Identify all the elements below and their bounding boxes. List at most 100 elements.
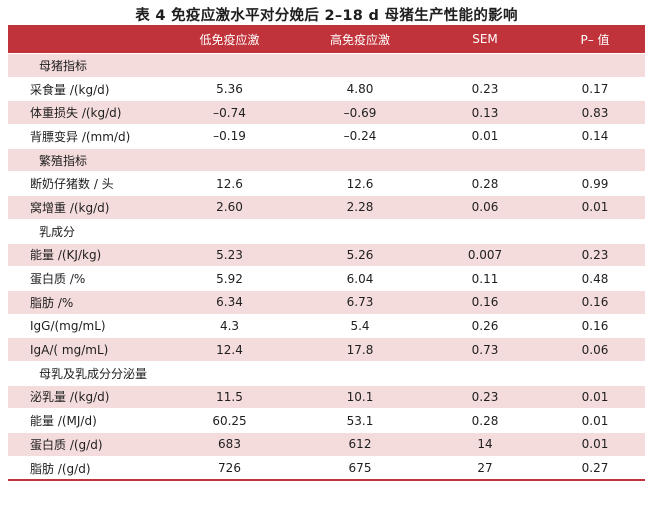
row-label: 窝增重 /(kg/d) — [8, 195, 164, 220]
p-value: 0.01 — [545, 432, 645, 457]
empty-cell — [545, 218, 645, 243]
sem-value: 0.11 — [425, 266, 545, 291]
sem-value: 0.28 — [425, 171, 545, 196]
high-stress-value: 10.1 — [295, 384, 425, 409]
table-row: 采食量 /(kg/d) 5.36 4.80 0.23 0.17 — [8, 76, 645, 101]
table-row: 窝增重 /(kg/d) 2.60 2.28 0.06 0.01 — [8, 195, 645, 220]
low-stress-value: 5.92 — [164, 266, 295, 291]
table-row: 背膘变异 /(mm/d) –0.19 –0.24 0.01 0.14 — [8, 124, 645, 149]
p-value: 0.83 — [545, 100, 645, 125]
header-cell-high-stress: 高免疫应激 — [295, 25, 425, 54]
table-row: 能量 /(MJ/d) 60.25 53.1 0.28 0.01 — [8, 408, 645, 433]
low-stress-value: 60.25 — [164, 408, 295, 433]
category-row: 繁殖指标 — [8, 147, 645, 172]
table-row: 蛋白质 /(g/d) 683 612 14 0.01 — [8, 432, 645, 457]
table-row: 脂肪 /% 6.34 6.73 0.16 0.16 — [8, 289, 645, 315]
high-stress-value: 6.73 — [295, 289, 425, 315]
row-label: 体重损失 /(kg/d) — [8, 100, 164, 125]
high-stress-value: 5.26 — [295, 242, 425, 267]
table-title: 表 4 免疫应激水平对分娩后 2–18 d 母猪生产性能的影响 — [135, 8, 518, 24]
table-row: IgA/( mg/mL) 12.4 17.8 0.73 0.06 — [8, 337, 645, 362]
sem-value: 0.06 — [425, 195, 545, 220]
table-row: 蛋白质 /% 5.92 6.04 0.11 0.48 — [8, 266, 645, 291]
table-row: IgG/(mg/mL) 4.3 5.4 0.26 0.16 — [8, 313, 645, 338]
empty-cell — [425, 147, 545, 172]
high-stress-value: 12.6 — [295, 171, 425, 196]
header-cell-low-stress: 低免疫应激 — [164, 25, 295, 54]
sem-value: 14 — [425, 432, 545, 457]
row-label: 蛋白质 /% — [8, 266, 164, 291]
p-value: 0.48 — [545, 266, 645, 291]
low-stress-value: 2.60 — [164, 195, 295, 220]
p-value: 0.01 — [545, 195, 645, 220]
sem-value: 0.007 — [425, 242, 545, 267]
low-stress-value: –0.19 — [164, 124, 295, 149]
row-label: IgA/( mg/mL) — [8, 337, 164, 362]
row-label: 能量 /(MJ/d) — [8, 408, 164, 433]
low-stress-value: 5.36 — [164, 76, 295, 101]
row-label: IgG/(mg/mL) — [8, 313, 164, 338]
category-label: 母猪指标 — [8, 53, 164, 78]
low-stress-value: 5.23 — [164, 242, 295, 267]
sem-value: 0.16 — [425, 289, 545, 315]
results-table: 低免疫应激 高免疫应激 SEM P– 值 母猪指标 采食量 /(kg/d) 5.36… — [8, 25, 645, 482]
category-label: 母乳及乳成分分泌量 — [8, 360, 164, 386]
header-cell-sem: SEM — [425, 25, 545, 54]
category-label: 乳成分 — [8, 218, 164, 243]
high-stress-value: –0.24 — [295, 124, 425, 149]
row-label: 蛋白质 /(g/d) — [8, 432, 164, 457]
category-row: 乳成分 — [8, 218, 645, 243]
sem-value: 27 — [425, 455, 545, 482]
header-cell-label — [8, 25, 164, 54]
sem-value: 0.01 — [425, 124, 545, 149]
empty-cell — [164, 53, 295, 78]
empty-cell — [425, 53, 545, 78]
table-row: 泌乳量 /(kg/d) 11.5 10.1 0.23 0.01 — [8, 384, 645, 409]
row-label: 背膘变异 /(mm/d) — [8, 124, 164, 149]
category-row: 母猪指标 — [8, 53, 645, 78]
table-row: 脂肪 /(g/d) 726 675 27 0.27 — [8, 455, 645, 482]
sem-value: 0.23 — [425, 76, 545, 101]
header-row: 低免疫应激 高免疫应激 SEM P– 值 — [8, 25, 645, 54]
high-stress-value: 675 — [295, 455, 425, 482]
table-body: 母猪指标 采食量 /(kg/d) 5.36 4.80 0.23 0.17 体重损失 /(kg… — [8, 53, 645, 482]
p-value: 0.17 — [545, 76, 645, 101]
low-stress-value: 4.3 — [164, 313, 295, 338]
empty-cell — [295, 147, 425, 172]
low-stress-value: 726 — [164, 455, 295, 482]
p-value: 0.01 — [545, 408, 645, 433]
high-stress-value: 612 — [295, 432, 425, 457]
empty-cell — [295, 218, 425, 243]
low-stress-value: –0.74 — [164, 100, 295, 125]
high-stress-value: –0.69 — [295, 100, 425, 125]
sem-value: 0.13 — [425, 100, 545, 125]
low-stress-value: 11.5 — [164, 384, 295, 409]
empty-cell — [295, 360, 425, 386]
row-label: 泌乳量 /(kg/d) — [8, 384, 164, 409]
category-row: 母乳及乳成分分泌量 — [8, 360, 645, 386]
table-row: 能量 /(KJ/kg) 5.23 5.26 0.007 0.23 — [8, 242, 645, 267]
high-stress-value: 5.4 — [295, 313, 425, 338]
high-stress-value: 6.04 — [295, 266, 425, 291]
sem-value: 0.26 — [425, 313, 545, 338]
empty-cell — [545, 147, 645, 172]
low-stress-value: 12.4 — [164, 337, 295, 362]
empty-cell — [164, 218, 295, 243]
empty-cell — [545, 53, 645, 78]
p-value: 0.99 — [545, 171, 645, 196]
high-stress-value: 17.8 — [295, 337, 425, 362]
header-cell-p-value: P– 值 — [545, 25, 645, 54]
low-stress-value: 683 — [164, 432, 295, 457]
empty-cell — [545, 360, 645, 386]
p-value: 0.01 — [545, 384, 645, 409]
sem-value: 0.23 — [425, 384, 545, 409]
table-row: 体重损失 /(kg/d) –0.74 –0.69 0.13 0.83 — [8, 100, 645, 125]
empty-cell — [425, 360, 545, 386]
p-value: 0.27 — [545, 455, 645, 482]
row-label: 断奶仔猪数 / 头 — [8, 171, 164, 196]
empty-cell — [164, 360, 295, 386]
category-label: 繁殖指标 — [8, 147, 164, 172]
row-label: 脂肪 /(g/d) — [8, 455, 164, 482]
row-label: 采食量 /(kg/d) — [8, 76, 164, 101]
sem-value: 0.28 — [425, 408, 545, 433]
